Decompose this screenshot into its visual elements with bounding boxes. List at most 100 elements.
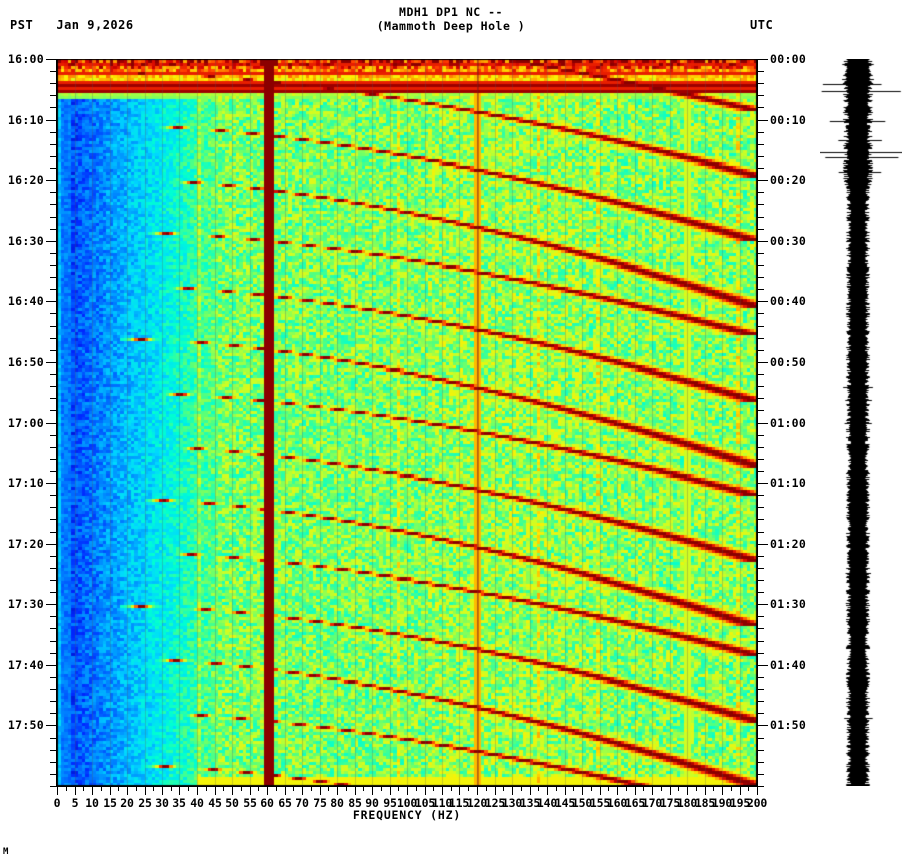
axis-minor-tick — [757, 628, 764, 630]
axis-major-tick — [757, 725, 768, 727]
freq-major-tick — [162, 786, 163, 795]
axis-minor-tick — [757, 168, 764, 170]
axis-major-tick — [757, 361, 768, 363]
corner-mark: M — [3, 847, 9, 857]
freq-minor-tick — [223, 786, 224, 791]
seismogram-trace — [820, 59, 902, 786]
axis-minor-tick — [50, 313, 57, 315]
freq-minor-tick — [398, 786, 399, 791]
freq-axis-label: 155 — [589, 796, 611, 810]
freq-major-tick — [670, 786, 671, 795]
freq-axis-label: 135 — [519, 796, 541, 810]
axis-minor-tick — [50, 349, 57, 351]
freq-axis-label: 30 — [155, 796, 169, 810]
freq-axis-label: 190 — [711, 796, 733, 810]
freq-major-tick — [425, 786, 426, 795]
freq-major-tick — [320, 786, 321, 795]
freq-major-tick — [145, 786, 146, 795]
axis-major-tick — [46, 543, 57, 545]
left-time-label: 16:00 — [7, 52, 44, 66]
freq-axis-label: 60 — [260, 796, 274, 810]
axis-major-tick — [757, 422, 768, 424]
freq-major-tick — [600, 786, 601, 795]
left-time-label: 17:30 — [7, 597, 44, 612]
axis-minor-tick — [757, 155, 764, 157]
axis-major-tick — [46, 604, 57, 606]
freq-axis-label: 70 — [295, 796, 309, 810]
axis-minor-tick — [50, 446, 57, 448]
freq-minor-tick — [696, 786, 697, 791]
axis-minor-tick — [50, 458, 57, 460]
axis-minor-tick — [757, 264, 764, 266]
axis-minor-tick — [757, 349, 764, 351]
freq-axis-label: 180 — [676, 796, 698, 810]
freq-minor-tick — [608, 786, 609, 791]
axis-major-tick — [46, 180, 57, 182]
axis-major-tick — [757, 119, 768, 121]
axis-minor-tick — [757, 495, 764, 497]
freq-major-tick — [355, 786, 356, 795]
freq-axis-label: 65 — [278, 796, 292, 810]
axis-major-tick — [46, 422, 57, 424]
freq-minor-tick — [748, 786, 749, 791]
freq-major-tick — [495, 786, 496, 795]
header-utc-label: UTC — [750, 18, 774, 32]
axis-minor-tick — [757, 216, 764, 218]
axis-major-tick — [46, 240, 57, 242]
axis-minor-tick — [757, 228, 764, 230]
left-time-label: 17:00 — [7, 415, 44, 430]
axis-minor-tick — [50, 277, 57, 279]
axis-minor-tick — [50, 192, 57, 194]
axis-minor-tick — [50, 580, 57, 582]
axis-major-tick — [46, 119, 57, 121]
axis-minor-tick — [757, 458, 764, 460]
freq-minor-tick — [713, 786, 714, 791]
axis-major-tick — [757, 604, 768, 606]
freq-major-tick — [372, 786, 373, 795]
axis-minor-tick — [757, 434, 764, 436]
left-time-label: 16:10 — [7, 112, 44, 127]
axis-minor-tick — [50, 168, 57, 170]
axis-major-tick — [46, 483, 57, 485]
axis-major-tick — [757, 664, 768, 666]
axis-minor-tick — [50, 531, 57, 533]
axis-minor-tick — [757, 555, 764, 557]
axis-minor-tick — [50, 519, 57, 521]
axis-minor-tick — [757, 410, 764, 412]
axis-minor-tick — [757, 701, 764, 703]
freq-minor-tick — [328, 786, 329, 791]
freq-axis-label: 105 — [414, 796, 436, 810]
axis-minor-tick — [50, 640, 57, 642]
axis-minor-tick — [50, 386, 57, 388]
axis-minor-tick — [757, 337, 764, 339]
axis-minor-tick — [757, 143, 764, 145]
freq-major-tick — [757, 786, 758, 795]
freq-minor-tick — [626, 786, 627, 791]
axis-minor-tick — [757, 592, 764, 594]
freq-minor-tick — [66, 786, 67, 791]
freq-minor-tick — [83, 786, 84, 791]
axis-minor-tick — [50, 616, 57, 618]
spectrogram-plot — [57, 59, 757, 786]
freq-minor-tick — [468, 786, 469, 791]
time-axis-right: 00:00 00:10 00:20 00:30 00:40 00:50 01:00 01:10… — [757, 52, 817, 787]
freq-minor-tick — [661, 786, 662, 791]
freq-axis-label: 130 — [501, 796, 523, 810]
freq-minor-tick — [153, 786, 154, 791]
axis-minor-tick — [757, 374, 764, 376]
freq-axis-label: 165 — [624, 796, 646, 810]
left-time-label: 16:30 — [7, 233, 44, 248]
freq-minor-tick — [573, 786, 574, 791]
freq-minor-tick — [311, 786, 312, 791]
axis-minor-tick — [50, 216, 57, 218]
freq-axis-label: 25 — [138, 796, 152, 810]
freq-minor-tick — [118, 786, 119, 791]
page-subtitle: (Mammoth Deep Hole ) — [376, 19, 526, 33]
freq-major-tick — [75, 786, 76, 795]
axis-minor-tick — [757, 446, 764, 448]
left-time-label: 17:20 — [7, 536, 44, 551]
axis-minor-tick — [757, 749, 764, 751]
freq-axis-label: 90 — [365, 796, 379, 810]
freq-major-tick — [215, 786, 216, 795]
axis-minor-tick — [50, 786, 57, 787]
